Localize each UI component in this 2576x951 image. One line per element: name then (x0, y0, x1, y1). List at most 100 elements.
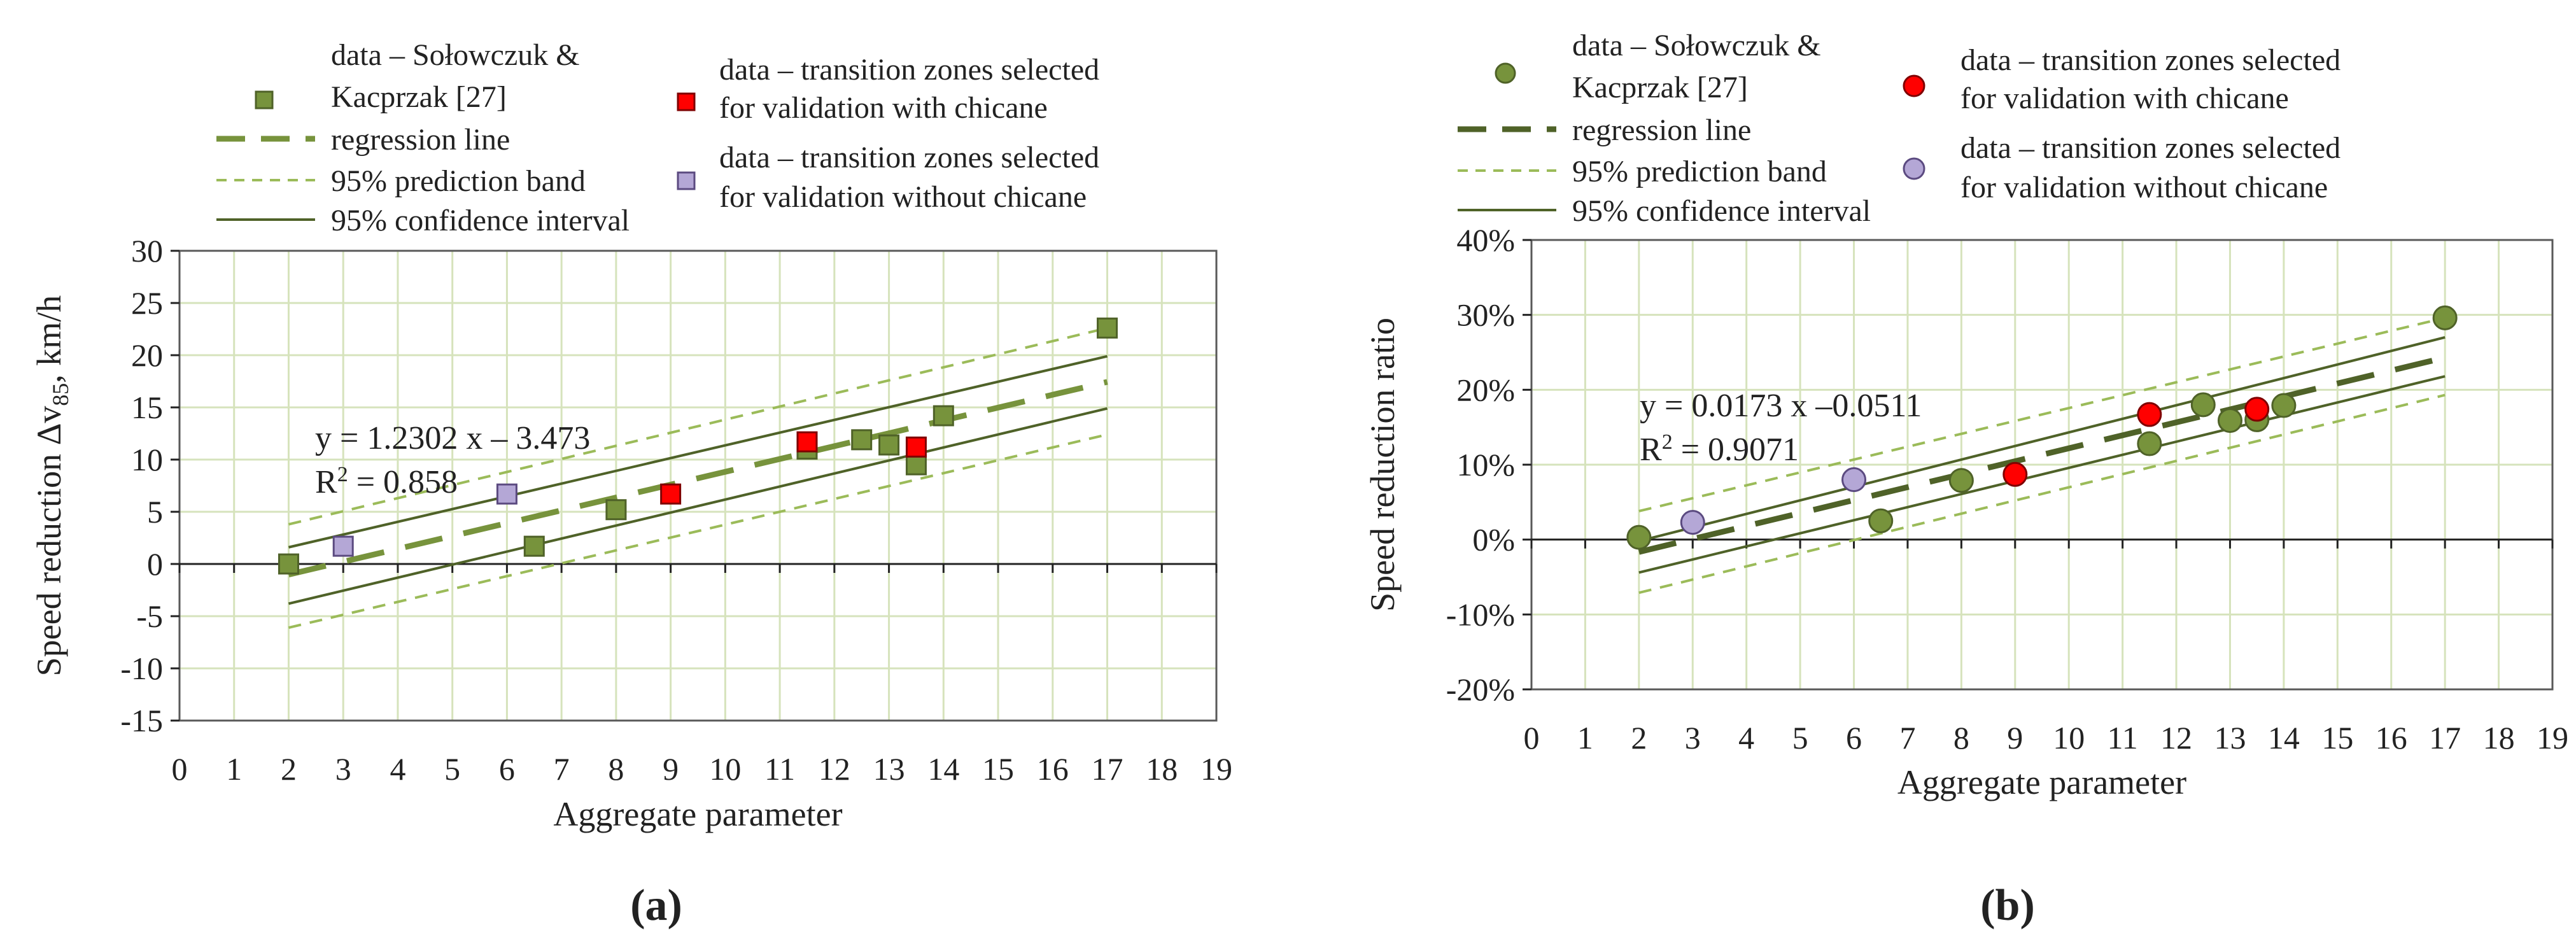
x-tick-label: 11 (764, 751, 795, 787)
x-tick-label: 6 (1846, 720, 1862, 756)
data-point-solowczuk (278, 553, 299, 575)
legend-marker-chicane (677, 92, 696, 111)
legend-label-no-chicane-line2: for validation without chicane (719, 180, 1087, 214)
prediction-band-upper (288, 327, 1108, 526)
x-tick-label: 12 (2160, 720, 2192, 756)
legend-marker-no-chicane (677, 171, 696, 190)
x-tick-label: 2 (1631, 720, 1647, 756)
x-tick-label: 1 (1577, 720, 1593, 756)
legend-label-chicane-line2: for validation with chicane (1960, 81, 2289, 115)
legend-label-data-line2: Kacprzak [27] (1572, 71, 1748, 104)
regression-equation: y = 0.0173 x –0.0511 (1640, 388, 1922, 424)
r-squared-symbol: R (1640, 432, 1662, 468)
panel-label: (a) (630, 881, 682, 930)
y-tick-label: 15 (131, 390, 163, 425)
x-tick-label: 18 (2483, 720, 2515, 756)
y-axis-label-text: Speed reduction Δv (30, 406, 68, 677)
r-squared-symbol: R (315, 464, 337, 500)
prediction-band-lower (288, 433, 1108, 629)
confidence-interval-upper (288, 355, 1108, 549)
legend-label-prediction: 95% prediction band (1572, 155, 1827, 188)
x-tick-label: 9 (663, 751, 679, 787)
legend-label-chicane: data – transition zones selected (719, 53, 1099, 87)
y-tick-label: 0% (1472, 522, 1515, 558)
legend-label-chicane-line2: for validation with chicane (719, 91, 1048, 125)
chart-panel-a: 0 1 2 3 4 5 6 7 8 9 10 11 12 13 14 15 16 17 18 19-15-10-505… (30, 38, 1232, 930)
data-point-without-chicane (496, 483, 517, 505)
legend-label-regression: regression line (1572, 113, 1751, 147)
y-axis-label: Speed reduction Δv85, km/h (30, 295, 73, 677)
legend-label-data: data – Sołowczuk & (1572, 29, 1821, 62)
x-tick-label: 13 (2214, 720, 2246, 756)
legend-label-regression: regression line (331, 123, 510, 157)
x-tick-label: 14 (2268, 720, 2300, 756)
r-squared: R2 = 0.858 (315, 463, 458, 500)
x-tick-label: 10 (709, 751, 741, 787)
data-point-with-chicane (2137, 402, 2162, 427)
legend-label-confidence: 95% confidence interval (331, 204, 630, 237)
legend: data – Sołowczuk & Kacprzak [27] regressio… (216, 38, 1099, 237)
prediction-band-lower (1638, 393, 2446, 595)
x-tick-label: 3 (1685, 720, 1701, 756)
x-tick-label: 12 (819, 751, 850, 787)
y-axis-label: Speed reduction ratio (1363, 318, 1402, 612)
x-tick-label: 3 (335, 751, 351, 787)
confidence-interval-lower (288, 407, 1108, 605)
confidence-interval-upper (1638, 336, 2446, 542)
y-tick-label: 40% (1456, 222, 1515, 258)
y-tick-label: 10 (131, 442, 163, 477)
x-tick-label: 1 (226, 751, 242, 787)
data-point-solowczuk (605, 499, 627, 521)
x-tick-label: 9 (2007, 720, 2023, 756)
legend-label-no-chicane: data – transition zones selected (1960, 131, 2340, 165)
y-tick-label: 0 (147, 546, 163, 582)
y-tick-label: -15 (120, 703, 163, 738)
data-point-solowczuk (2137, 431, 2162, 456)
r-squared-exponent: 2 (1662, 430, 1673, 454)
data-point-with-chicane (2002, 461, 2028, 487)
x-tick-label: 5 (444, 751, 460, 787)
legend-label-prediction: 95% prediction band (331, 164, 586, 198)
legend-marker-chicane (1903, 74, 1925, 97)
x-tick-label: 16 (1037, 751, 1069, 787)
x-tick-label: 16 (2375, 720, 2407, 756)
x-tick-label: 10 (2053, 720, 2085, 756)
x-tick-label: 18 (1146, 751, 1178, 787)
legend-label-chicane: data – transition zones selected (1960, 43, 2340, 77)
x-tick-label: 17 (1092, 751, 1123, 787)
legend-label-no-chicane-line2: for validation without chicane (1960, 171, 2328, 204)
r-squared: R2 = 0.9071 (1640, 430, 1799, 468)
data-point-solowczuk (1948, 468, 1974, 493)
r-squared-value: = 0.9071 (1673, 432, 1799, 468)
data-point-solowczuk (878, 434, 900, 456)
x-tick-label: 0 (1524, 720, 1540, 756)
y-tick-label: 25 (131, 285, 163, 321)
x-tick-label: 15 (2321, 720, 2353, 756)
data-point-solowczuk (1626, 525, 1652, 550)
confidence-interval-lower (1638, 375, 2446, 574)
x-tick-label: 15 (982, 751, 1014, 787)
regression-line (1638, 355, 2446, 555)
y-tick-label: 30 (131, 233, 163, 269)
data-point-solowczuk (1097, 317, 1118, 339)
legend-label-data-line2: Kacprzak [27] (331, 80, 507, 114)
x-tick-label: 11 (2108, 720, 2138, 756)
chart-panel-b: 0 1 2 3 4 5 6 7 8 9 10 11 12 13 14 15 16 17 18 19-20%-10%0%… (1363, 29, 2568, 930)
data-point-solowczuk (2190, 392, 2216, 418)
x-tick-label: 5 (1792, 720, 1808, 756)
x-tick-label: 7 (554, 751, 570, 787)
regression-line (288, 379, 1108, 577)
legend-marker-data (1495, 62, 1516, 84)
y-tick-label: -5 (136, 598, 163, 634)
y-tick-label: -20% (1446, 672, 1515, 707)
data-point-with-chicane (660, 483, 682, 505)
x-tick-label: 8 (608, 751, 624, 787)
data-point-solowczuk (2271, 393, 2297, 418)
r-squared-exponent: 2 (337, 463, 348, 486)
x-tick-label: 19 (2537, 720, 2568, 756)
regression-equation: y = 1.2302 x – 3.473 (315, 420, 590, 456)
data-point-without-chicane (1680, 510, 1705, 535)
x-tick-label: 13 (873, 751, 905, 787)
y-tick-label: -10 (120, 651, 163, 686)
